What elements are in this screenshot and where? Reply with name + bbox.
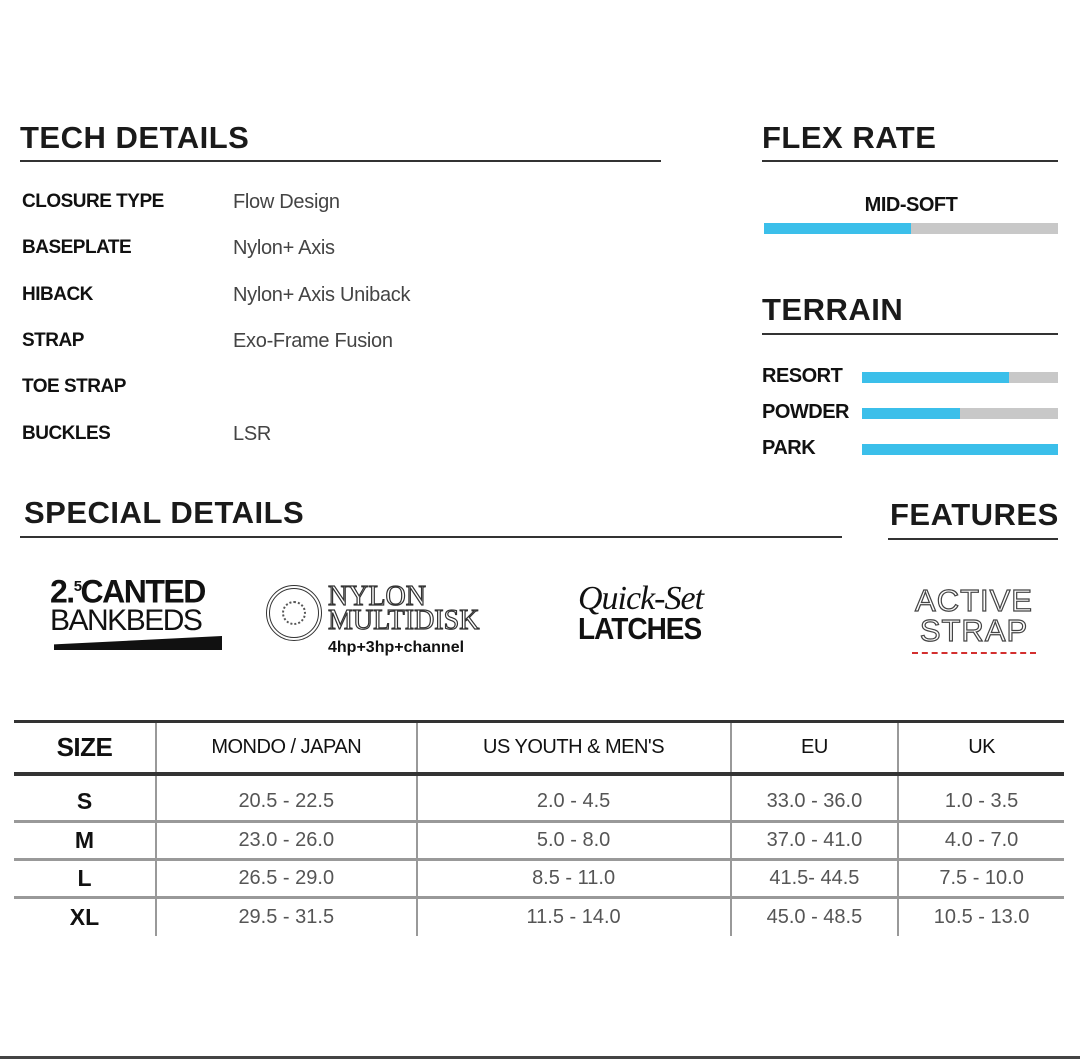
divider bbox=[20, 160, 661, 162]
terrain-bar bbox=[862, 372, 1058, 383]
terrain-title: TERRAIN bbox=[762, 292, 904, 327]
divider bbox=[762, 333, 1058, 335]
table-cell: 37.0 - 41.0 bbox=[729, 821, 899, 861]
disk-icon bbox=[266, 585, 322, 641]
divider bbox=[888, 538, 1058, 540]
table-cell: M bbox=[14, 821, 156, 861]
tech-label: CLOSURE TYPE bbox=[22, 191, 164, 212]
table-cell: XL bbox=[69, 903, 100, 930]
tech-details-title: TECH DETAILS bbox=[20, 120, 250, 155]
table-row: S 20.5 - 22.5 2.0 - 4.5 33.0 - 36.0 1.0 - 3.… bbox=[14, 783, 1064, 823]
table-cell: 2.0 - 4.5 bbox=[415, 783, 731, 823]
logo-text: LATCHES bbox=[578, 611, 702, 646]
tech-value: Flow Design bbox=[233, 191, 340, 213]
flex-rate-bar bbox=[764, 223, 1058, 234]
logo-text: CANTED bbox=[80, 573, 207, 610]
divider bbox=[20, 536, 842, 538]
tech-label: HIBACK bbox=[22, 283, 93, 305]
terrain-label: PARK bbox=[762, 437, 816, 459]
column-header: UK bbox=[897, 720, 1064, 776]
table-cell: 10.5 - 13.0 bbox=[897, 897, 1064, 936]
tech-value: Exo-Frame Fusion bbox=[233, 329, 393, 352]
terrain-fill bbox=[862, 444, 1058, 455]
table-cell: S bbox=[14, 783, 156, 823]
column-header: US YOUTH & MEN'S bbox=[415, 720, 731, 776]
terrain-label: POWDER bbox=[762, 401, 850, 423]
table-cell: 45.0 - 48.5 bbox=[729, 897, 899, 936]
features-title: FEATURES bbox=[890, 497, 1059, 532]
table-cell: 5.0 - 8.0 bbox=[415, 821, 731, 861]
column-header: EU bbox=[729, 720, 899, 776]
canted-bankbeds-logo: 2.5CANTED BANKBEDS bbox=[50, 572, 222, 650]
tech-label: BUCKLES bbox=[22, 422, 111, 444]
terrain-fill bbox=[862, 372, 1009, 383]
table-cell: 26.5 - 29.0 bbox=[155, 859, 417, 899]
table-cell: 1.0 - 3.5 bbox=[897, 783, 1064, 823]
logo-text: BANKBEDS bbox=[50, 603, 203, 637]
table-cell: L bbox=[14, 859, 156, 899]
terrain-bar bbox=[862, 408, 1058, 419]
table-row: XL 29.5 - 31.5 11.5 - 14.0 45.0 - 48.5 10.5 … bbox=[14, 897, 1064, 936]
tech-label: TOE STRAP bbox=[22, 376, 126, 398]
column-header: SIZE bbox=[14, 720, 156, 776]
flex-rate-title: FLEX RATE bbox=[762, 120, 937, 155]
logo-text: ACTIVE bbox=[914, 583, 1033, 618]
flex-rate-label: MID-SOFT bbox=[864, 194, 958, 216]
divider bbox=[762, 160, 1058, 162]
table-cell: 33.0 - 36.0 bbox=[729, 783, 899, 823]
table-cell: 8.5 - 11.0 bbox=[415, 859, 731, 899]
table-cell: 20.5 - 22.5 bbox=[155, 783, 417, 823]
table-row: L 26.5 - 29.0 8.5 - 11.0 41.5- 44.5 7.5 - 10… bbox=[14, 859, 1064, 899]
logo-text: 2. bbox=[50, 573, 75, 610]
tech-label: STRAP bbox=[22, 329, 84, 351]
table-cell: 23.0 - 26.0 bbox=[155, 821, 417, 861]
logo-text: 4hp+3hp+channel bbox=[328, 639, 465, 656]
flex-rate-fill bbox=[764, 223, 911, 234]
table-cell: 11.5 - 14.0 bbox=[415, 897, 731, 936]
tech-value: LSR bbox=[233, 422, 272, 445]
terrain-fill bbox=[862, 408, 960, 419]
logo-text: NYLON bbox=[327, 581, 426, 612]
terrain-label: RESORT bbox=[762, 365, 843, 387]
table-cell: 4.0 - 7.0 bbox=[897, 821, 1064, 861]
special-details-title: SPECIAL DETAILS bbox=[24, 495, 305, 530]
double-arrow-icon bbox=[912, 652, 1036, 654]
table-cell: 41.5- 44.5 bbox=[729, 859, 899, 899]
logo-text: Quick-Set bbox=[578, 580, 704, 617]
logo-text: MULTIDISK bbox=[327, 605, 480, 636]
tech-value: Nylon+ Axis bbox=[233, 237, 335, 260]
table-row: M 23.0 - 26.0 5.0 - 8.0 37.0 - 41.0 4.0 - 7.… bbox=[14, 821, 1064, 861]
active-strap-logo: ACTIVE STRAP bbox=[908, 583, 1040, 666]
column-header: MONDO / JAPAN bbox=[155, 720, 417, 776]
tech-label: BASEPLATE bbox=[22, 237, 132, 259]
table-cell: 7.5 - 10.0 bbox=[897, 859, 1064, 899]
quick-set-latches-logo: Quick-Set LATCHES bbox=[578, 582, 758, 657]
table-cell: 29.5 - 31.5 bbox=[155, 897, 417, 936]
wedge-graphic bbox=[54, 636, 222, 650]
terrain-bar bbox=[862, 444, 1058, 455]
logo-text: STRAP bbox=[919, 613, 1029, 648]
nylon-multidisk-logo: NYLON MULTIDISK 4hp+3hp+channel bbox=[266, 581, 516, 660]
tech-value: Nylon+ Axis Uniback bbox=[233, 283, 411, 306]
logo-text: 5 bbox=[73, 578, 82, 595]
divider bbox=[0, 1056, 1080, 1059]
